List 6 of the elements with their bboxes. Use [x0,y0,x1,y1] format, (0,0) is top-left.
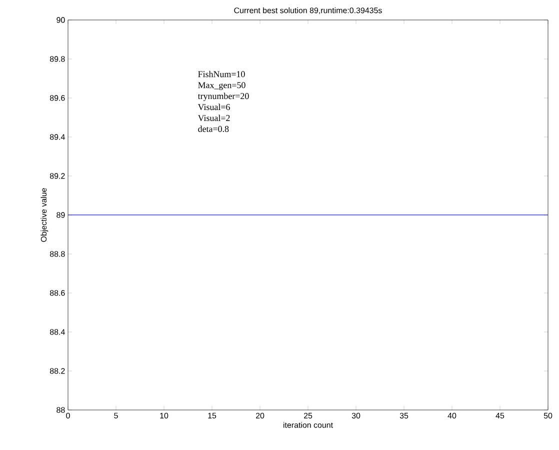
annotation: trynumber=20 [198,92,249,101]
annotation: Visual=2 [198,114,230,122]
annotation: deta=0.8 [198,126,229,132]
annotation: Max_gen=50 [198,82,246,90]
annotation: FishNum=10 [198,70,245,78]
annotation: Visual=6 [198,104,230,110]
